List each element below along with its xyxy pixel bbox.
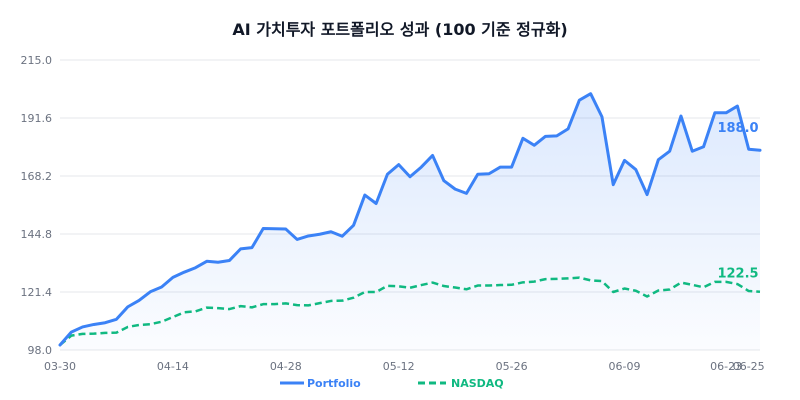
chart-title: AI 가치투자 포트폴리오 성과 (100 기준 정규화) [232,20,568,39]
x-tick-label: 05-12 [383,360,415,373]
y-tick-label: 168.2 [21,170,53,183]
x-tick-label: 03-30 [44,360,76,373]
portfolio-end-label: 188.0 [717,121,758,136]
y-tick-label: 215.0 [21,54,53,67]
legend-nasdaq-label: NASDAQ [451,377,504,390]
x-tick-label: 06-25 [733,360,765,373]
legend-portfolio-label: Portfolio [307,377,361,390]
x-tick-label: 05-26 [496,360,528,373]
x-tick-label: 06-23 [710,360,742,373]
portfolio-line [58,92,762,347]
y-tick-label: 98.0 [28,344,53,357]
nasdaq-end-label: 122.5 [717,266,758,281]
y-tick-label: 191.6 [21,112,53,125]
x-tick-label: 04-14 [157,360,189,373]
y-tick-label: 121.4 [21,286,53,299]
portfolio-area [60,93,760,350]
x-tick-label: 04-28 [270,360,302,373]
x-tick-label: 06-09 [609,360,641,373]
nasdaq-line [59,276,761,347]
y-tick-label: 144.8 [21,228,53,241]
